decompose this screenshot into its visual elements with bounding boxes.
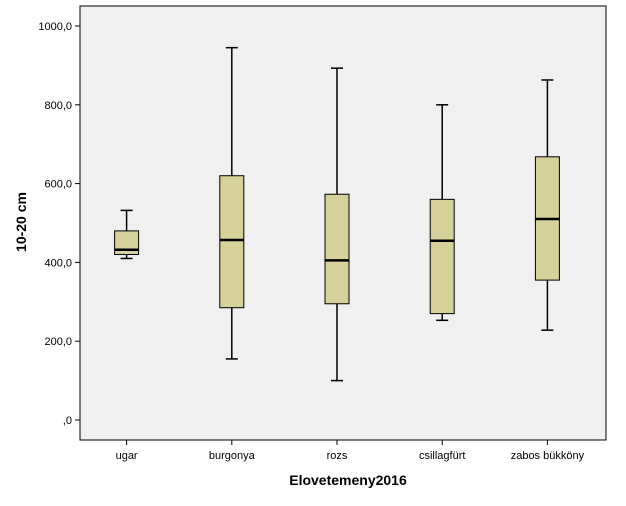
x-axis-title: Elovetemeny2016 [289,472,407,488]
y-tick-label: ,0 [63,415,72,427]
box-rozs [324,67,350,382]
x-tick-label: zabos bükköny [511,450,585,462]
y-axis-title: 10-20 cm [13,192,29,252]
y-axis: ,0 200,0 400,0 600,0 800,0 1000,0 [38,21,80,427]
box-ugar [114,209,140,260]
y-tick-label: 1000,0 [38,21,72,33]
y-tick-label: 400,0 [44,257,72,269]
iqr-box [429,198,455,315]
box-burgonya [219,46,245,360]
y-tick-label: 800,0 [44,100,72,112]
iqr-box [324,193,350,305]
x-tick-label: rozs [327,450,348,462]
box-zabos-bükköny [534,79,560,331]
x-axis: ugar burgonya rozs csillagfürt zabos bükköny [116,440,585,462]
x-tick-label: burgonya [209,450,256,462]
y-tick-label: 600,0 [44,179,72,191]
x-tick-label: csillagfürt [419,450,465,462]
y-tick-label: 200,0 [44,336,72,348]
boxes [114,46,560,382]
x-tick-label: ugar [116,450,138,462]
iqr-box [219,175,245,309]
box-csillagfürt [429,104,455,322]
